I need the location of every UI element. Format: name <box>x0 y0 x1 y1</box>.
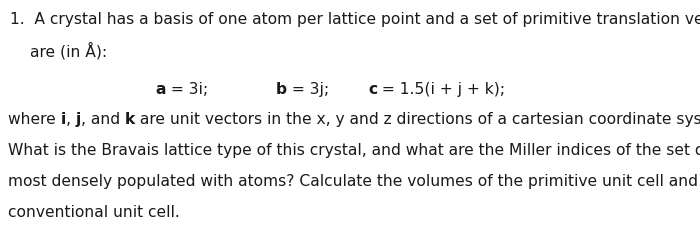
Text: most densely populated with atoms? Calculate the volumes of the primitive unit c: most densely populated with atoms? Calcu… <box>8 174 700 189</box>
Text: are (in Å):: are (in Å): <box>30 42 107 59</box>
Text: j: j <box>76 112 81 127</box>
Text: What is the Bravais lattice type of this crystal, and what are the Miller indice: What is the Bravais lattice type of this… <box>8 143 700 158</box>
Text: c: c <box>368 82 377 97</box>
Text: = 3j;: = 3j; <box>287 82 329 97</box>
Text: ,: , <box>66 112 76 127</box>
Text: k: k <box>125 112 135 127</box>
Text: 1.  A crystal has a basis of one atom per lattice point and a set of primitive t: 1. A crystal has a basis of one atom per… <box>10 12 700 27</box>
Text: = 3i;: = 3i; <box>165 82 208 97</box>
Text: are unit vectors in the x, y and z directions of a cartesian coordinate system.: are unit vectors in the x, y and z direc… <box>135 112 700 127</box>
Text: a: a <box>155 82 165 97</box>
Text: = 1.5(i + j + k);: = 1.5(i + j + k); <box>377 82 505 97</box>
Text: where: where <box>8 112 61 127</box>
Text: i: i <box>61 112 66 127</box>
Text: , and: , and <box>81 112 125 127</box>
Text: b: b <box>276 82 287 97</box>
Text: conventional unit cell.: conventional unit cell. <box>8 205 180 220</box>
